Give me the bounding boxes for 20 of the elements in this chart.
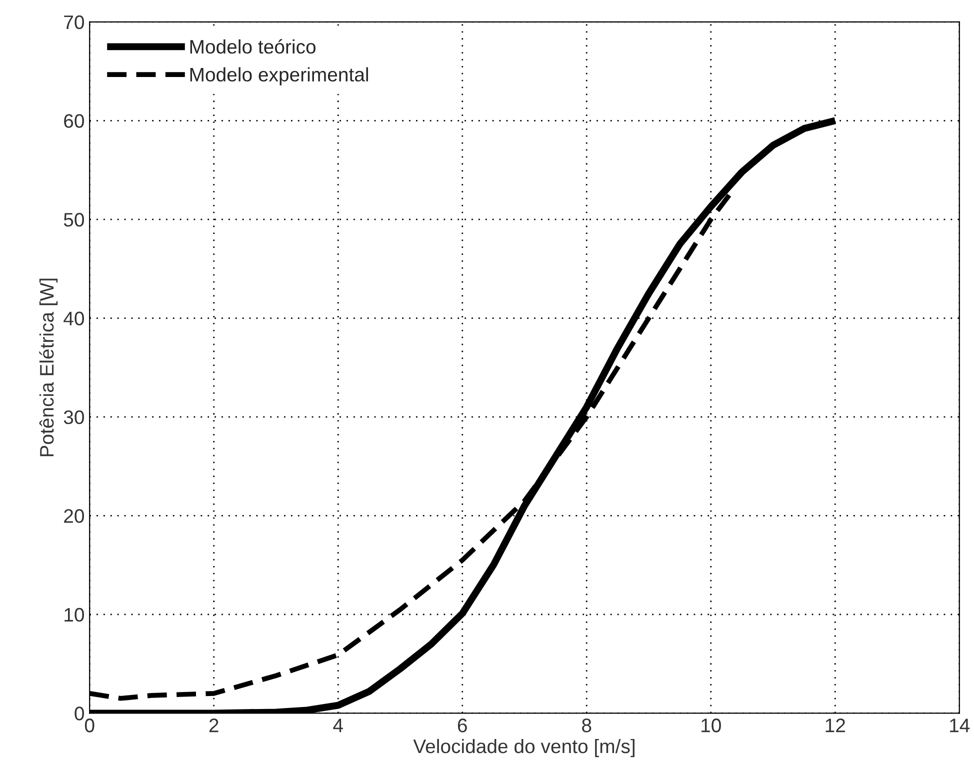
- x-tick-label: 14: [950, 718, 970, 732]
- x-axis-title: Velocidade do vento [m/s]: [413, 738, 634, 758]
- y-tick-label: 70: [64, 15, 84, 30]
- legend-label: Modelo experimental: [190, 67, 368, 86]
- legend-label: Modelo teórico: [190, 39, 316, 54]
- y-tick-label: 40: [64, 312, 84, 326]
- x-tick-label: 12: [826, 718, 845, 732]
- y-tick-label: 60: [64, 114, 84, 128]
- y-tick-label: 30: [64, 410, 84, 424]
- x-tick-label: 0: [84, 718, 94, 732]
- y-tick-label: 20: [64, 509, 84, 523]
- y-tick-label: 10: [64, 608, 84, 622]
- x-tick-label: 6: [458, 718, 467, 732]
- x-tick-label: 10: [702, 718, 721, 732]
- y-tick-label: 0: [74, 706, 84, 720]
- x-tick-label: 4: [333, 718, 343, 732]
- y-axis-title: Potência Elétrica [W]: [39, 278, 58, 456]
- x-tick-label: 8: [582, 718, 592, 732]
- y-tick-label: 50: [64, 212, 84, 227]
- x-tick-label: 2: [209, 718, 218, 732]
